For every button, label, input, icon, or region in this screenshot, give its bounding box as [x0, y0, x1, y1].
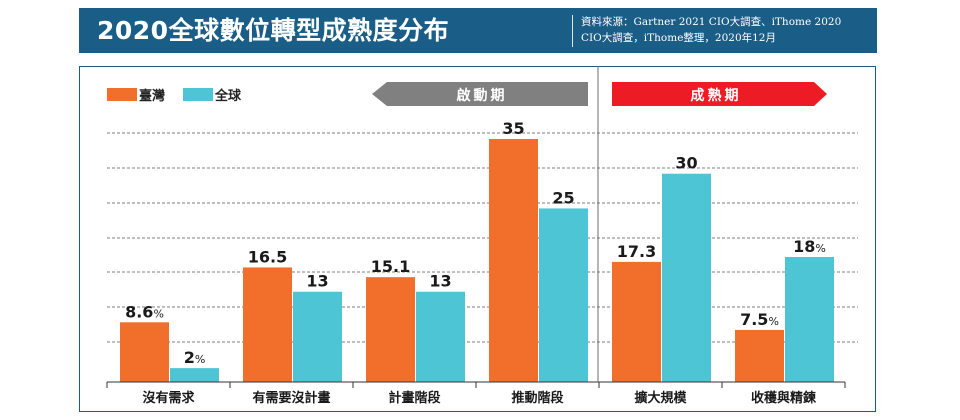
bar-global-2 — [416, 291, 465, 382]
data-label-global-2: 13 — [429, 272, 451, 291]
data-label-global-4: 30 — [675, 154, 697, 173]
data-label-unit: % — [153, 307, 163, 320]
legend-label-global: 全球 — [214, 88, 242, 104]
legend-swatch-taiwan — [107, 88, 137, 101]
header-banner: 2020全球數位轉型成熟度分布 資料來源：Gartner 2021 CIO大調查… — [79, 8, 877, 53]
x-tick-label-3: 推動階段 — [511, 390, 563, 406]
x-axis: 沒有需求 有需要沒計畫 計畫階段 推動階段 擴大規模 收穫與精鍊 — [106, 381, 846, 406]
x-tick-label-5: 收穫與精鍊 — [751, 390, 817, 406]
legend-swatch-global — [183, 88, 213, 101]
gridlines — [107, 132, 858, 343]
page-title: 2020全球數位轉型成熟度分布 — [97, 16, 450, 45]
data-label-global-3: 25 — [552, 188, 574, 207]
bar-taiwan-3 — [489, 139, 538, 382]
data-labels: 8.6% 2% 16.5 13 15.1 13 35 25 17.3 30 7.5% 18% — [125, 119, 826, 367]
data-label-global-5: 18% — [793, 237, 826, 256]
data-label-unit: % — [195, 353, 205, 366]
data-label-unit: % — [815, 242, 825, 255]
bar-taiwan-5 — [735, 329, 784, 382]
bars — [120, 139, 834, 382]
phase-start-shape — [372, 82, 588, 106]
bar-taiwan-4 — [612, 261, 661, 382]
data-label-global-0: 2% — [184, 348, 206, 367]
source-line-1: 資料來源：Gartner 2021 CIO大調查、iThome 2020 — [581, 16, 842, 28]
data-label-taiwan-4: 17.3 — [617, 242, 656, 261]
data-label-taiwan-3: 35 — [502, 119, 524, 138]
bar-taiwan-1 — [243, 267, 292, 382]
data-label-global-1: 13 — [306, 272, 328, 291]
data-label-taiwan-2: 15.1 — [371, 257, 410, 276]
bar-taiwan-0 — [120, 322, 169, 382]
bar-global-1 — [293, 291, 342, 382]
legend-label-taiwan: 臺灣 — [139, 88, 165, 104]
x-tick-label-1: 有需要沒計畫 — [252, 390, 330, 406]
x-tick-label-0: 沒有需求 — [142, 390, 195, 406]
source-line-2: CIO大調查，iThome整理，2020年12月 — [581, 32, 776, 44]
bar-global-0 — [170, 368, 219, 382]
bar-global-5 — [785, 257, 834, 382]
data-label-unit: % — [768, 315, 778, 328]
x-tick-label-2: 計畫階段 — [388, 390, 440, 406]
phase-mature-arrow: 成熟期 — [612, 82, 827, 106]
phase-mature-label: 成熟期 — [691, 87, 742, 104]
phase-start-arrow: 啟動期 — [372, 82, 588, 106]
legend: 臺灣 全球 — [107, 88, 242, 104]
bar-taiwan-2 — [366, 277, 415, 382]
data-label-taiwan-1: 16.5 — [248, 247, 287, 266]
header-divider — [572, 15, 573, 47]
source-note: 資料來源：Gartner 2021 CIO大調查、iThome 2020 CIO… — [581, 14, 873, 46]
phase-mature-shape — [612, 82, 827, 106]
data-label-taiwan-5: 7.5% — [740, 310, 779, 329]
bar-global-4 — [662, 173, 711, 382]
bar-global-3 — [539, 208, 588, 382]
data-label-taiwan-0: 8.6% — [125, 302, 164, 321]
x-tick-label-4: 擴大規模 — [634, 390, 687, 406]
phase-start-label: 啟動期 — [457, 87, 508, 104]
